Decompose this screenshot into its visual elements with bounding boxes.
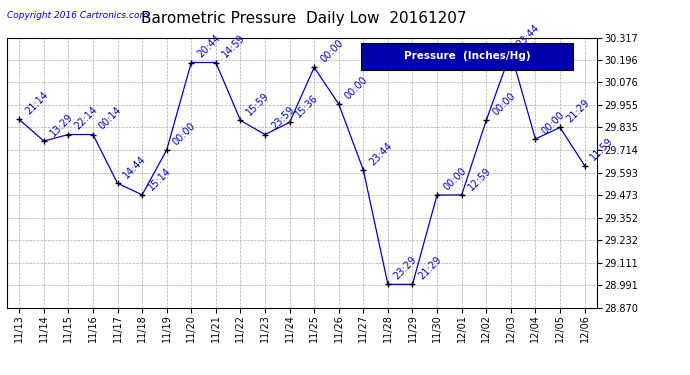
Text: 00:00: 00:00	[540, 110, 566, 136]
Text: 20:44: 20:44	[195, 33, 222, 60]
Text: 15:14: 15:14	[146, 165, 173, 192]
Text: 23:59: 23:59	[269, 105, 296, 132]
FancyBboxPatch shape	[361, 43, 573, 70]
Text: 21:29: 21:29	[564, 98, 591, 124]
Text: 15:36: 15:36	[294, 93, 321, 120]
Text: Barometric Pressure  Daily Low  20161207: Barometric Pressure Daily Low 20161207	[141, 11, 466, 26]
Text: 00:00: 00:00	[171, 120, 197, 147]
Text: 23:44: 23:44	[368, 140, 394, 167]
Text: Copyright 2016 Cartronics.com: Copyright 2016 Cartronics.com	[7, 11, 148, 20]
Text: 13:29: 13:29	[48, 111, 75, 138]
Text: 00:14: 00:14	[97, 105, 124, 132]
Text: 14:59: 14:59	[220, 33, 247, 60]
Text: 21:29: 21:29	[417, 255, 444, 282]
Text: 23:29: 23:29	[392, 255, 419, 282]
Text: 00:00: 00:00	[343, 75, 370, 101]
Text: 21:14: 21:14	[23, 90, 50, 117]
Text: 22:14: 22:14	[72, 105, 99, 132]
Text: 15:59: 15:59	[244, 91, 271, 118]
Text: 23:44: 23:44	[515, 23, 542, 50]
Text: 00:00: 00:00	[441, 165, 468, 192]
Text: 11:59: 11:59	[589, 136, 615, 163]
Text: 00:00: 00:00	[491, 91, 517, 118]
Text: Pressure  (Inches/Hg): Pressure (Inches/Hg)	[404, 51, 531, 62]
Text: 12:59: 12:59	[466, 165, 493, 192]
Text: 00:00: 00:00	[318, 38, 345, 64]
Text: 14:44: 14:44	[121, 154, 148, 180]
